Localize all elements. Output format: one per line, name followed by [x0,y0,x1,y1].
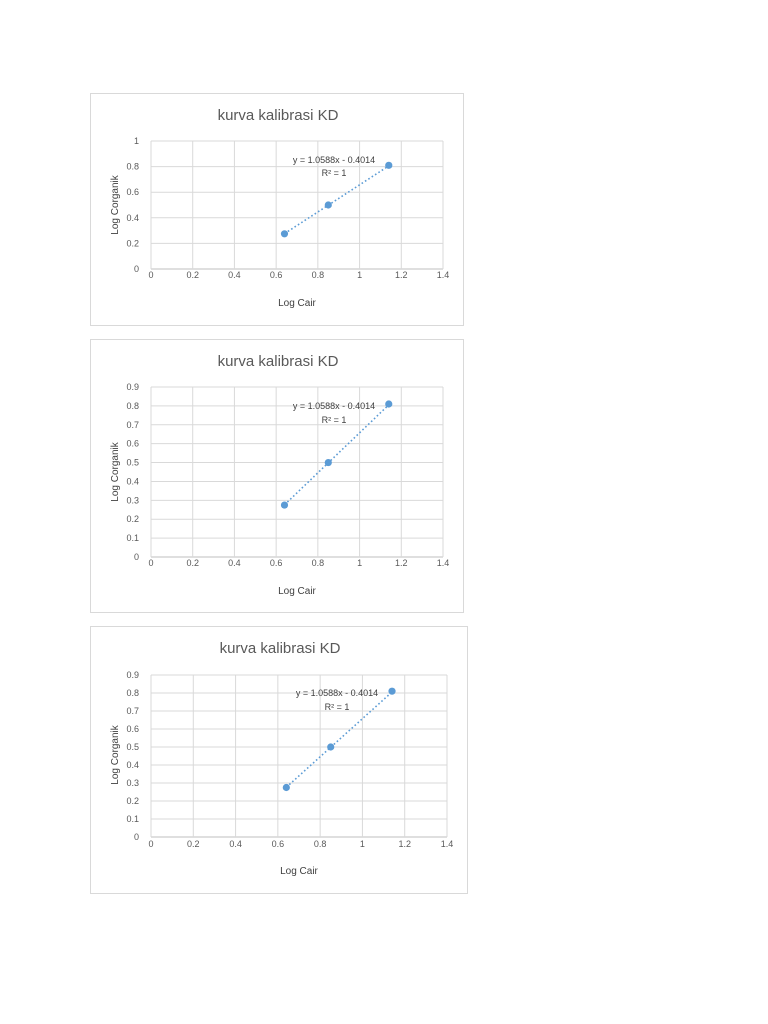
chart-1-svg: kurva kalibrasi KD 0 0.2 0.4 0.6 0.8 1 1.2 1.4 … [110,107,450,309]
y-tick-label: 0.9 [126,382,139,392]
x-tick-label: 0 [148,839,153,849]
data-point [282,783,290,792]
chart-title: kurva kalibrasi KD [218,107,339,124]
trendline [283,404,390,506]
chart-3: kurva kalibrasi KD 0 0.2 0.4 0.6 0.8 1 1.2 1.4 … [90,626,468,894]
y-axis-title: Log Corganik [110,174,121,234]
y-tick-label: 0 [134,552,139,562]
x-tick-label: 0.8 [312,270,325,280]
chart-title: kurva kalibrasi KD [218,353,339,370]
y-tick-label: 0.4 [126,213,139,223]
x-tick-label: 1.2 [395,270,408,280]
x-tick-label: 1.2 [398,839,411,849]
x-tick-label: 0 [148,558,153,568]
y-tick-label: 0.8 [126,162,139,172]
x-tick-label: 0.6 [272,839,285,849]
data-point [280,230,289,238]
x-tick-label: 0.2 [187,839,200,849]
x-tick-label: 0.2 [186,558,199,568]
y-tick-label: 0.1 [126,533,139,543]
x-tick-label: 1.4 [437,270,450,280]
x-axis-title: Log Cair [280,866,318,877]
data-point [385,400,393,408]
data-point [327,743,335,751]
chart-1: kurva kalibrasi KD 0 0.2 0.4 0.6 0.8 1 1.2 1.4 … [90,93,464,326]
data-point [388,687,396,695]
y-tick-label: 0.3 [126,778,139,788]
y-tick-label: 0.6 [126,187,139,197]
x-tick-label: 0 [148,270,153,280]
x-tick-label: 1 [357,558,362,568]
trendline-equation: y = 1.0588x - 0.4014 [293,155,375,165]
chart-2-svg: kurva kalibrasi KD 0 0.2 0.4 0.6 0.8 1 1.2 1.4 … [110,353,450,597]
y-tick-label: 0 [134,264,139,274]
chart-3-svg: kurva kalibrasi KD 0 0.2 0.4 0.6 0.8 1 1.2 1.4 … [110,640,454,877]
x-axis-title: Log Cair [278,298,316,309]
x-axis-title: Log Cair [278,586,316,597]
trendline-r-squared: R² = 1 [322,415,347,425]
y-tick-label: 0.8 [126,401,139,411]
x-tick-label: 1 [360,839,365,849]
x-tick-label: 0.4 [228,558,241,568]
y-tick-label: 0.7 [126,706,139,716]
trendline-equation: y = 1.0588x - 0.4014 [293,401,375,411]
trendline-r-squared: R² = 1 [322,168,347,178]
chart-title: kurva kalibrasi KD [220,640,341,657]
y-tick-label: 0.4 [126,476,139,486]
x-tick-label: 0.4 [229,839,242,849]
chart-2: kurva kalibrasi KD 0 0.2 0.4 0.6 0.8 1 1.2 1.4 … [90,339,464,613]
y-tick-label: 0.2 [126,514,139,524]
x-tick-label: 1.4 [437,558,450,568]
y-tick-label: 0.1 [126,814,139,824]
trendline-r-squared: R² = 1 [325,702,350,712]
data-point [385,161,393,169]
y-axis-title: Log Corganik [110,441,121,501]
y-tick-label: 0.4 [126,760,139,770]
data-point [280,501,289,509]
y-tick-label: 0.2 [126,238,139,248]
x-tick-label: 0.6 [270,270,283,280]
y-axis-title: Log Corganik [110,724,121,784]
x-tick-label: 0.8 [314,839,327,849]
x-tick-label: 0.8 [312,558,325,568]
data-point [324,458,332,467]
y-tick-label: 1 [134,136,139,146]
data-point [324,201,332,209]
x-tick-label: 0.4 [228,270,241,280]
x-tick-label: 1 [357,270,362,280]
y-tick-label: 0.2 [126,796,139,806]
y-tick-label: 0 [134,832,139,842]
y-tick-label: 0.6 [126,724,139,734]
x-tick-label: 1.2 [395,558,408,568]
x-tick-label: 0.6 [270,558,283,568]
y-tick-label: 0.9 [126,670,139,680]
y-tick-label: 0.3 [126,495,139,505]
x-tick-label: 1.4 [441,839,454,849]
trendline [284,165,390,235]
trendline-equation: y = 1.0588x - 0.4014 [296,688,378,698]
x-tick-label: 0.2 [186,270,199,280]
y-tick-label: 0.7 [126,420,139,430]
y-tick-label: 0.5 [126,458,139,468]
y-tick-label: 0.5 [126,742,139,752]
y-tick-label: 0.6 [126,439,139,449]
y-tick-label: 0.8 [126,688,139,698]
